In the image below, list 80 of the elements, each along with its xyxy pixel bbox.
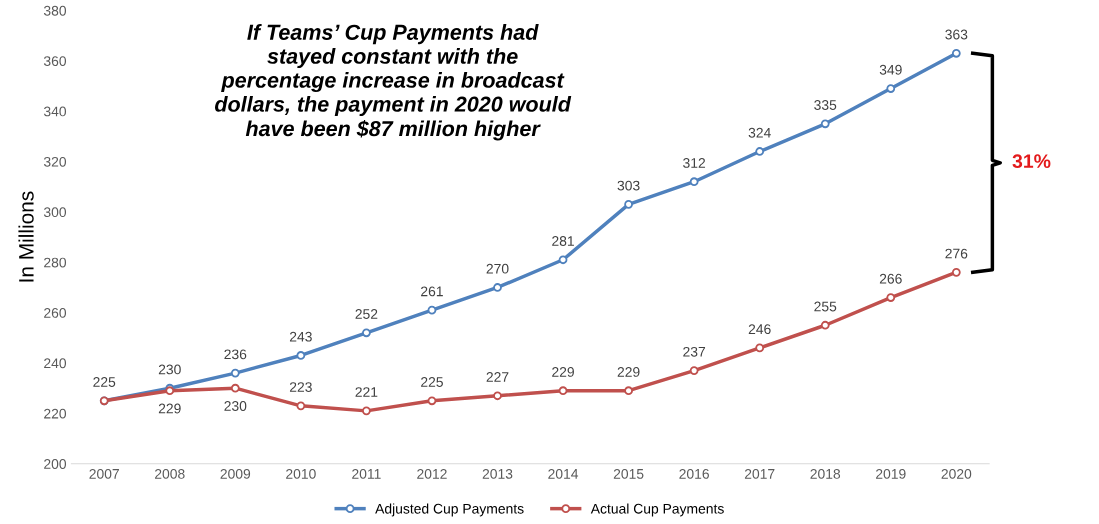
point [230, 383, 240, 393]
x-tick-label: 2019 [876, 468, 906, 479]
x-tick-label: 2015 [613, 468, 644, 479]
data-label: 261 [421, 286, 443, 297]
point [755, 147, 765, 156]
legend-label: Actual Cup Payments [590, 503, 724, 517]
x-tick-label: 2013 [482, 468, 513, 479]
x-tick-label: 2016 [679, 468, 709, 479]
data-label: 225 [93, 377, 116, 387]
data-label: 312 [683, 158, 706, 168]
point [951, 267, 961, 277]
x-tick-label: 2007 [89, 468, 119, 479]
point [755, 343, 765, 353]
data-label: 276 [945, 248, 968, 259]
x-tick-label: 2014 [548, 468, 579, 479]
data-label: 255 [814, 301, 837, 312]
point [820, 320, 830, 330]
data-label: 335 [814, 100, 837, 110]
data-label: 237 [683, 346, 706, 357]
data-label: 349 [879, 64, 902, 75]
x-tick-label: 2010 [286, 468, 316, 479]
data-label: 252 [355, 309, 378, 319]
data-label: 266 [879, 273, 902, 284]
point [427, 305, 437, 315]
data-label: 324 [748, 127, 771, 138]
y-tick-label: 320 [43, 156, 67, 167]
data-label: 223 [289, 382, 312, 392]
data-label: 281 [552, 236, 574, 246]
point [493, 283, 502, 292]
y-tick-label: 220 [44, 408, 67, 419]
point [689, 366, 699, 375]
data-label: 227 [486, 372, 509, 382]
point [493, 391, 502, 401]
x-tick-label: 2011 [352, 468, 381, 479]
y-tick-label: 260 [44, 307, 67, 318]
point [296, 401, 306, 411]
data-label: 243 [289, 331, 312, 342]
data-label: 229 [617, 367, 640, 377]
point [362, 328, 371, 338]
y-tick-label: 280 [44, 257, 67, 268]
data-label: 221 [355, 387, 378, 397]
y-tick-label: 200 [44, 459, 67, 469]
y-tick-label: 360 [43, 56, 67, 67]
point [624, 199, 633, 209]
point [558, 386, 568, 396]
data-label: 363 [945, 29, 968, 40]
data-label: 270 [486, 263, 509, 274]
point [296, 351, 306, 360]
point [230, 368, 240, 378]
data-label: 303 [617, 180, 640, 191]
x-tick-label: 2018 [810, 468, 841, 479]
legend-label: Adjusted Cup Payments [375, 503, 524, 517]
y-tick-label: 240 [44, 358, 67, 369]
data-label: 230 [224, 401, 247, 411]
text: 31% [1012, 154, 1051, 169]
y-tick-label: 300 [43, 207, 67, 218]
data-label: 246 [748, 324, 771, 335]
annotation: If Teams’ Cup Payments had stayed constant with the percentage increase in broadcast dollars, the payment in 2020 would have been $87 million higher [215, 24, 572, 141]
point [362, 406, 371, 416]
x-tick-label: 2017 [744, 468, 775, 479]
data-label: 230 [158, 364, 181, 375]
data-label: 236 [224, 349, 247, 360]
data-label: 225 [421, 377, 443, 387]
point [558, 255, 568, 265]
point [886, 293, 896, 302]
point [820, 119, 830, 129]
point [427, 396, 437, 406]
point [689, 177, 699, 187]
point [951, 48, 961, 58]
data-label: 229 [552, 367, 574, 377]
x-tick-label: 2008 [155, 468, 185, 479]
data-label: 229 [158, 403, 181, 414]
point [624, 386, 633, 396]
x-tick-label: 2012 [417, 468, 447, 479]
y-tick-label: 340 [43, 106, 67, 117]
point [886, 84, 896, 93]
y-axis-title: In Millions [18, 191, 34, 282]
x-tick-label: 2020 [941, 468, 972, 479]
y-tick-label: 380 [43, 5, 67, 16]
x-tick-label: 2009 [220, 468, 251, 479]
